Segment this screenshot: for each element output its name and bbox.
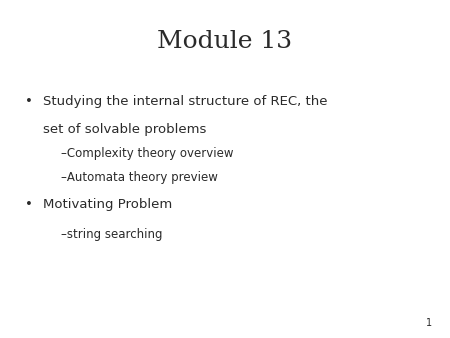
Text: –Automata theory preview: –Automata theory preview (61, 171, 218, 184)
Text: set of solvable problems: set of solvable problems (43, 123, 206, 136)
Text: –Complexity theory overview: –Complexity theory overview (61, 147, 233, 160)
Text: –string searching: –string searching (61, 228, 162, 241)
Text: Studying the internal structure of REC, the: Studying the internal structure of REC, … (43, 95, 327, 107)
Text: •: • (25, 95, 32, 107)
Text: Motivating Problem: Motivating Problem (43, 198, 172, 211)
Text: •: • (25, 198, 32, 211)
Text: Module 13: Module 13 (158, 30, 292, 53)
Text: 1: 1 (426, 318, 432, 328)
